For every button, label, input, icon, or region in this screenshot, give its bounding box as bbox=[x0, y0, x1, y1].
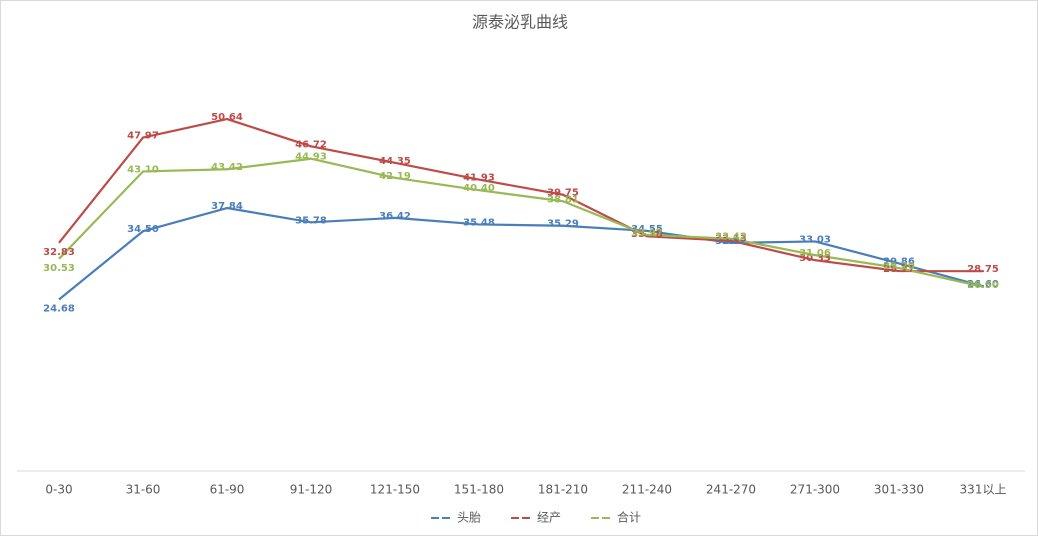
data-label: 38.81 bbox=[547, 194, 579, 205]
data-label: 30.53 bbox=[43, 263, 75, 274]
legend-label: 头胎 bbox=[457, 511, 481, 525]
data-label: 35.78 bbox=[295, 215, 327, 226]
data-label: 26.60 bbox=[967, 279, 999, 290]
data-label: 26.50 bbox=[967, 280, 999, 291]
data-label: 28.77 bbox=[883, 264, 915, 275]
data-label: 24.68 bbox=[43, 303, 75, 314]
data-label: 50.64 bbox=[211, 112, 243, 123]
series-line bbox=[58, 117, 984, 273]
data-label: 35.29 bbox=[547, 219, 579, 230]
data-label: 31.06 bbox=[799, 248, 831, 259]
data-label: 42.19 bbox=[379, 171, 411, 182]
data-label: 46.72 bbox=[295, 139, 327, 150]
data-label: 33.03 bbox=[799, 234, 831, 245]
series-line bbox=[58, 206, 984, 301]
x-tick-label: 211-240 bbox=[622, 483, 672, 497]
data-label: 34.55 bbox=[631, 224, 663, 235]
x-tick-label: 91-120 bbox=[290, 483, 333, 497]
data-label: 33.97 bbox=[631, 228, 663, 239]
data-label: 40.40 bbox=[463, 183, 495, 194]
data-label: 44.93 bbox=[295, 152, 327, 163]
data-label: 41.93 bbox=[463, 173, 495, 184]
x-tick-label: 151-180 bbox=[454, 483, 504, 497]
data-label: 30.33 bbox=[799, 253, 831, 264]
x-tick-label: 0-30 bbox=[45, 483, 72, 497]
legend-label: 经产 bbox=[537, 511, 561, 525]
data-label: 34.50 bbox=[127, 224, 159, 235]
data-label: 36.42 bbox=[379, 211, 411, 222]
series-line bbox=[58, 157, 984, 288]
data-label: 37.84 bbox=[211, 201, 243, 212]
data-label: 35.48 bbox=[463, 217, 495, 228]
data-label: 28.75 bbox=[967, 264, 999, 275]
legend-label: 合计 bbox=[617, 510, 641, 525]
data-label: 43.42 bbox=[211, 162, 243, 173]
x-tick-label: 331以上 bbox=[960, 483, 1007, 497]
x-tick-label: 301-330 bbox=[874, 483, 924, 497]
data-label: 33.42 bbox=[715, 232, 747, 243]
x-tick-label: 241-270 bbox=[706, 483, 756, 497]
x-tick-label: 31-60 bbox=[126, 483, 161, 497]
data-label: 29.20 bbox=[883, 261, 915, 272]
data-label: 47.97 bbox=[127, 131, 159, 142]
chart-title: 源泰泌乳曲线 bbox=[472, 13, 568, 32]
data-label: 32.83 bbox=[43, 247, 75, 258]
data-label: 39.75 bbox=[547, 188, 579, 199]
data-label: 32.82 bbox=[715, 236, 747, 247]
x-tick-label: 121-150 bbox=[370, 483, 420, 497]
data-label: 44.35 bbox=[379, 156, 411, 167]
x-tick-label: 181-210 bbox=[538, 483, 588, 497]
data-label: 43.10 bbox=[127, 164, 159, 175]
data-label: 33.13 bbox=[715, 234, 747, 245]
x-tick-label: 271-300 bbox=[790, 483, 840, 497]
data-label: 29.86 bbox=[883, 256, 915, 267]
x-tick-label: 61-90 bbox=[210, 483, 245, 497]
data-label: 33.78 bbox=[631, 229, 663, 240]
